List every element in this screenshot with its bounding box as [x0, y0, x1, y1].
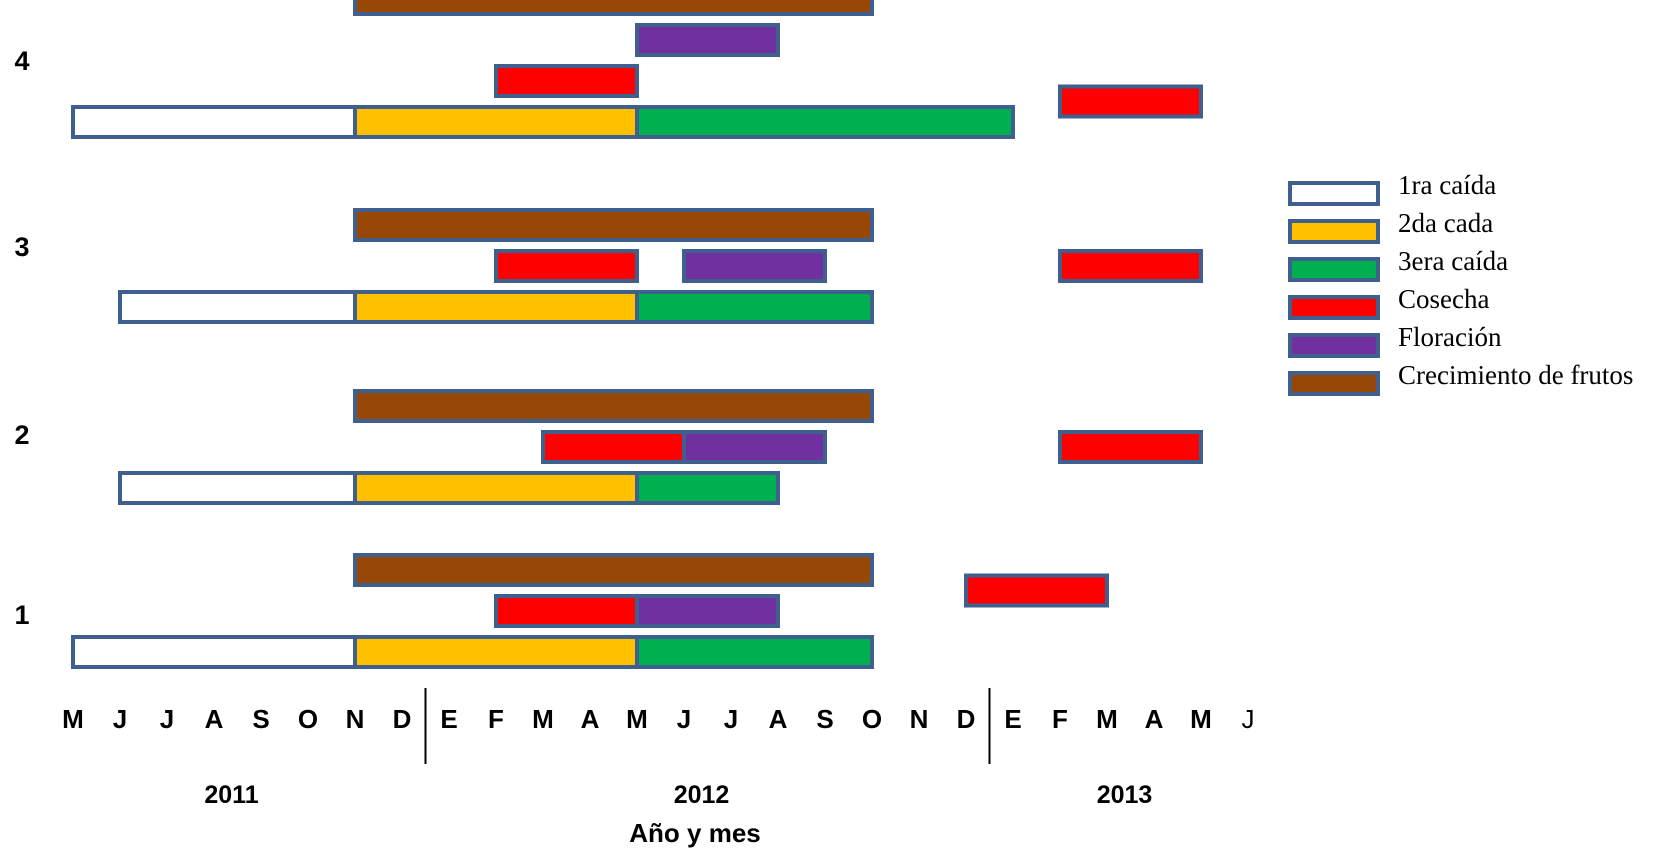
- bar-row1-tercera: [635, 635, 874, 669]
- bar-row2-primera: [118, 471, 357, 505]
- bar-row4-crecimiento: [353, 0, 874, 16]
- bar-row4-floracion: [635, 23, 780, 57]
- month-tick-label: A: [581, 704, 600, 734]
- bar-row1-floracion: [635, 594, 780, 628]
- bar-row1-crecimiento: [353, 553, 874, 587]
- legend-swatch-segunda: [1288, 219, 1380, 244]
- bar-row4-cosecha: [1058, 84, 1203, 119]
- legend-label-floracion: Floración: [1398, 322, 1502, 352]
- month-tick-label: M: [62, 704, 84, 734]
- month-tick-label: J: [724, 704, 738, 734]
- year-label: 2013: [1097, 781, 1153, 809]
- month-tick-label: O: [862, 704, 882, 734]
- month-tick-label: M: [532, 704, 554, 734]
- month-tick-label: A: [205, 704, 224, 734]
- legend: 1ra caída 2da cada 3era caída Cosecha Florac…: [1288, 170, 1633, 396]
- month-tick-label: N: [910, 704, 929, 734]
- month-tick-label: O: [298, 704, 318, 734]
- row-label: 1: [14, 600, 29, 630]
- month-tick-label: F: [1052, 704, 1068, 734]
- legend-label-crecimiento: Crecimiento de frutos: [1398, 360, 1633, 390]
- month-tick-label: A: [769, 704, 788, 734]
- bar-row3-floracion: [682, 249, 827, 283]
- month-tick-label: J: [677, 704, 691, 734]
- bar-row4-tercera: [635, 105, 1015, 139]
- bar-row3-crecimiento: [353, 208, 874, 242]
- row-label: 2: [14, 420, 29, 450]
- bar-row2-segunda: [353, 471, 639, 505]
- month-tick-label: A: [1145, 704, 1164, 734]
- bar-row3-tercera: [635, 290, 874, 324]
- month-tick-label: E: [1004, 704, 1021, 734]
- x-axis-label: Año y mes: [629, 818, 761, 848]
- bar-row2-floracion: [682, 430, 827, 464]
- legend-label-primera: 1ra caída: [1398, 170, 1496, 200]
- bar-row4-cosecha: [494, 64, 639, 98]
- bar-row2-crecimiento: [353, 389, 874, 423]
- row-label: 3: [14, 232, 29, 262]
- legend-swatch-crecimiento: [1288, 371, 1380, 396]
- month-tick-label: M: [1190, 704, 1212, 734]
- month-tick-label: F: [488, 704, 504, 734]
- bar-row4-segunda: [353, 105, 639, 139]
- bar-row1-cosecha: [494, 594, 639, 628]
- month-tick-label: J: [160, 704, 174, 734]
- month-tick-label: E: [440, 704, 457, 734]
- legend-swatch-floracion: [1288, 333, 1380, 358]
- bar-row1-primera: [71, 635, 357, 669]
- row-label: 4: [14, 46, 29, 76]
- legend-label-segunda: 2da cada: [1398, 208, 1493, 238]
- legend-swatch-cosecha: [1288, 295, 1380, 320]
- month-tick-label: D: [393, 704, 412, 734]
- bar-row3-primera: [118, 290, 357, 324]
- bar-row3-cosecha: [494, 249, 639, 283]
- legend-swatch-primera: [1288, 181, 1380, 206]
- year-label: 2012: [674, 781, 730, 809]
- bar-row2-tercera: [635, 471, 780, 505]
- month-tick-label: M: [626, 704, 648, 734]
- month-tick-label: M: [1096, 704, 1118, 734]
- month-tick-label: N: [346, 704, 365, 734]
- bar-row1-cosecha: [964, 573, 1109, 608]
- row-labels: 1 2 3 4: [14, 46, 29, 630]
- month-tick-label: J: [1242, 704, 1255, 734]
- bar-row1-segunda: [353, 635, 639, 669]
- bar-row3-segunda: [353, 290, 639, 324]
- legend-swatch-tercera: [1288, 257, 1380, 282]
- month-tick-label: S: [816, 704, 833, 734]
- legend-label-cosecha: Cosecha: [1398, 284, 1489, 314]
- bar-row2-cosecha: [541, 430, 686, 464]
- legend-label-tercera: 3era caída: [1398, 246, 1508, 276]
- month-tick-label: D: [957, 704, 976, 734]
- month-tick-label: S: [252, 704, 269, 734]
- month-tick-label: J: [113, 704, 127, 734]
- bar-row2-cosecha: [1058, 430, 1203, 464]
- bars-layer: [71, 0, 1203, 669]
- bar-row3-cosecha: [1058, 249, 1203, 283]
- bar-row4-primera: [71, 105, 357, 139]
- year-label: 2011: [204, 781, 258, 809]
